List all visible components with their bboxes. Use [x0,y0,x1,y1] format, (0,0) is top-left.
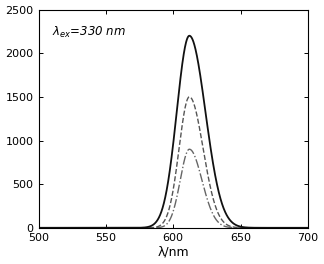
Text: $\lambda_{ex}$=330 nm: $\lambda_{ex}$=330 nm [52,25,126,40]
X-axis label: λ/nm: λ/nm [157,246,189,258]
